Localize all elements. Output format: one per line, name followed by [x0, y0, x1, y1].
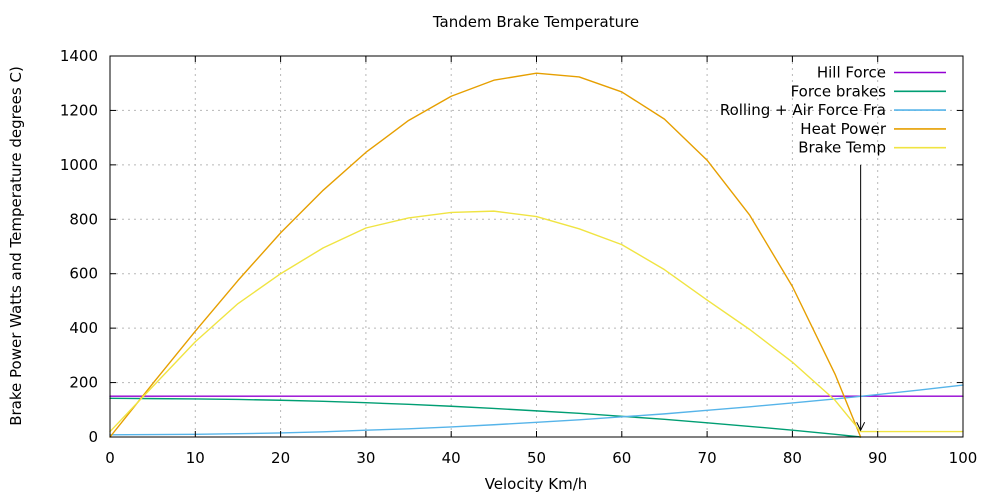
annotation-layer [856, 164, 866, 432]
x-tick-label: 40 [442, 449, 461, 467]
chart-title: Tandem Brake Temperature [432, 13, 639, 31]
tick-layer [109, 55, 964, 438]
x-tick-label: 70 [698, 449, 717, 467]
series-layer [109, 72, 964, 438]
y-tick-label: 800 [69, 210, 98, 228]
x-tick-label: 80 [783, 449, 802, 467]
y-tick-label: 400 [69, 319, 98, 337]
y-tick-label: 0 [88, 428, 98, 446]
x-tick-label: 100 [949, 449, 978, 467]
y-tick-label: 1000 [60, 156, 98, 174]
y-axis-label: Brake Power Watts and Temperature degree… [7, 66, 25, 426]
x-tick-label: 20 [271, 449, 290, 467]
x-tick-label: 10 [186, 449, 205, 467]
legend-label-hill-force: Hill Force [817, 64, 886, 82]
tick-label-layer: 0 10 20 30 40 50 60 70 80 90 100020040060080010001… [60, 47, 978, 467]
series-brake-temp [109, 210, 964, 433]
x-tick-label: 90 [868, 449, 887, 467]
y-tick-label: 1200 [60, 101, 98, 119]
legend-label-force-brakes: Force brakes [791, 82, 887, 100]
x-axis-label: Velocity Km/h [485, 475, 588, 493]
legend-label-rolling-air-force-fra: Rolling + Air Force Fra [720, 101, 886, 119]
x-tick-label: 60 [612, 449, 631, 467]
series-heat-power [109, 72, 862, 438]
y-tick-label: 200 [69, 374, 98, 392]
series-force-brakes [109, 397, 862, 438]
legend-label-brake-temp: Brake Temp [798, 139, 886, 157]
legend-label-heat-power: Heat Power [800, 120, 887, 138]
x-tick-label: 50 [527, 449, 546, 467]
series-rolling-air-force-fra [109, 384, 964, 436]
y-tick-label: 1400 [60, 47, 98, 65]
y-tick-label: 600 [69, 265, 98, 283]
grid-layer [110, 56, 963, 437]
x-tick-label: 30 [356, 449, 375, 467]
x-tick-label: 0 [105, 449, 115, 467]
annotation-arrow-head [856, 421, 866, 432]
